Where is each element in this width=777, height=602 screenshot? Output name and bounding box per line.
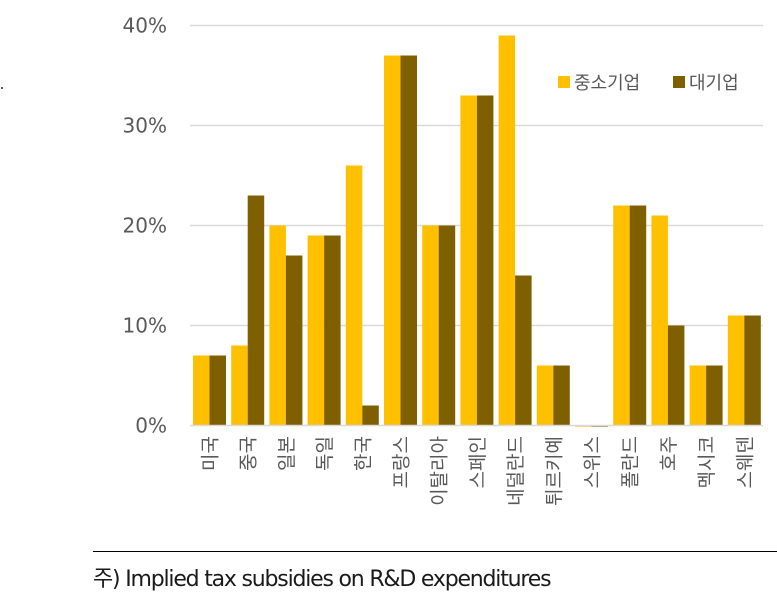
x-category-label: 멕시코: [696, 436, 718, 488]
bar-sme-7: [460, 95, 477, 426]
x-category-label: 일본: [276, 436, 298, 471]
x-category-label: 이탈리아: [429, 436, 451, 506]
bar-large-13: [706, 365, 723, 426]
bar-sme-2: [269, 225, 286, 426]
x-category-label: 한국: [352, 436, 374, 471]
x-category-label: 스페인: [467, 436, 489, 488]
bar-sme-11: [613, 205, 630, 426]
y-tick-label: 30%: [123, 114, 167, 138]
bar-large-11: [629, 205, 647, 426]
x-axis-category-labels: 미국 중국 일본 독일 한국 프랑스 이탈리아 스페인 네덜란드 튀르키예 스위스 폴란드 호주 멕시코 스…: [200, 436, 757, 506]
bar-sme-14: [727, 315, 745, 426]
x-category-label: 독일: [314, 436, 336, 471]
footnote-divider: [93, 551, 777, 552]
x-category-label: 미국: [200, 436, 222, 471]
bar-sme-8: [498, 35, 516, 426]
y-tick-label: 20%: [123, 214, 167, 238]
legend-label-large: 대기업: [689, 73, 739, 94]
bar-large-2: [285, 255, 303, 426]
x-category-label: 스웨덴: [734, 436, 756, 488]
footnote: 주) Implied tax subsidies on R&D expendit…: [93, 567, 552, 592]
bar-large-8: [515, 275, 532, 426]
bar-sme-4: [345, 165, 363, 426]
bar-chart: 0% 10% 20% 30% 40% 미국 중국 일본 독일 한국 프랑스 이탈리아 스페인 네덜란드 튀…: [123, 14, 763, 506]
bar-large-3: [324, 235, 341, 426]
y-axis-tick-labels: 0% 10% 20% 30% 40%: [123, 14, 167, 438]
bar-large-14: [744, 315, 761, 426]
bar-sme-6: [422, 225, 439, 426]
legend-swatch-large: [673, 76, 685, 88]
y-tick-label: 10%: [123, 314, 167, 338]
bar-large-0: [209, 355, 226, 426]
x-category-label: 호주: [658, 436, 680, 471]
legend-label-sme: 중소기업: [574, 73, 640, 94]
legend: 중소기업 대기업: [558, 73, 739, 94]
x-category-label: 네덜란드: [505, 436, 527, 506]
bar-sme-13: [689, 365, 707, 426]
legend-swatch-sme: [558, 76, 570, 88]
bar-large-6: [438, 225, 456, 426]
bar-large-9: [553, 365, 570, 426]
bar-large-5: [400, 55, 417, 426]
bar-sme-1: [231, 345, 248, 426]
x-category-label: 중국: [238, 436, 260, 471]
bar-large-7: [476, 95, 494, 426]
bar-large-12: [667, 325, 685, 426]
x-category-label: 스위스: [582, 436, 604, 488]
bar-large-1: [247, 195, 265, 426]
bar-sme-9: [536, 365, 554, 426]
bar-sme-12: [651, 215, 668, 426]
bar-sme-0: [193, 355, 210, 426]
bar-sme-3: [307, 235, 325, 426]
y-tick-label: 40%: [123, 14, 167, 38]
bar-sme-5: [384, 55, 401, 426]
y-tick-label: 0%: [135, 414, 167, 438]
x-category-label: 튀르키예: [543, 436, 565, 506]
bar-large-4: [362, 405, 379, 426]
bars: [193, 35, 761, 427]
stray-dot: [1, 87, 3, 89]
x-category-label: 폴란드: [620, 436, 642, 488]
x-category-label: 프랑스: [391, 436, 413, 488]
